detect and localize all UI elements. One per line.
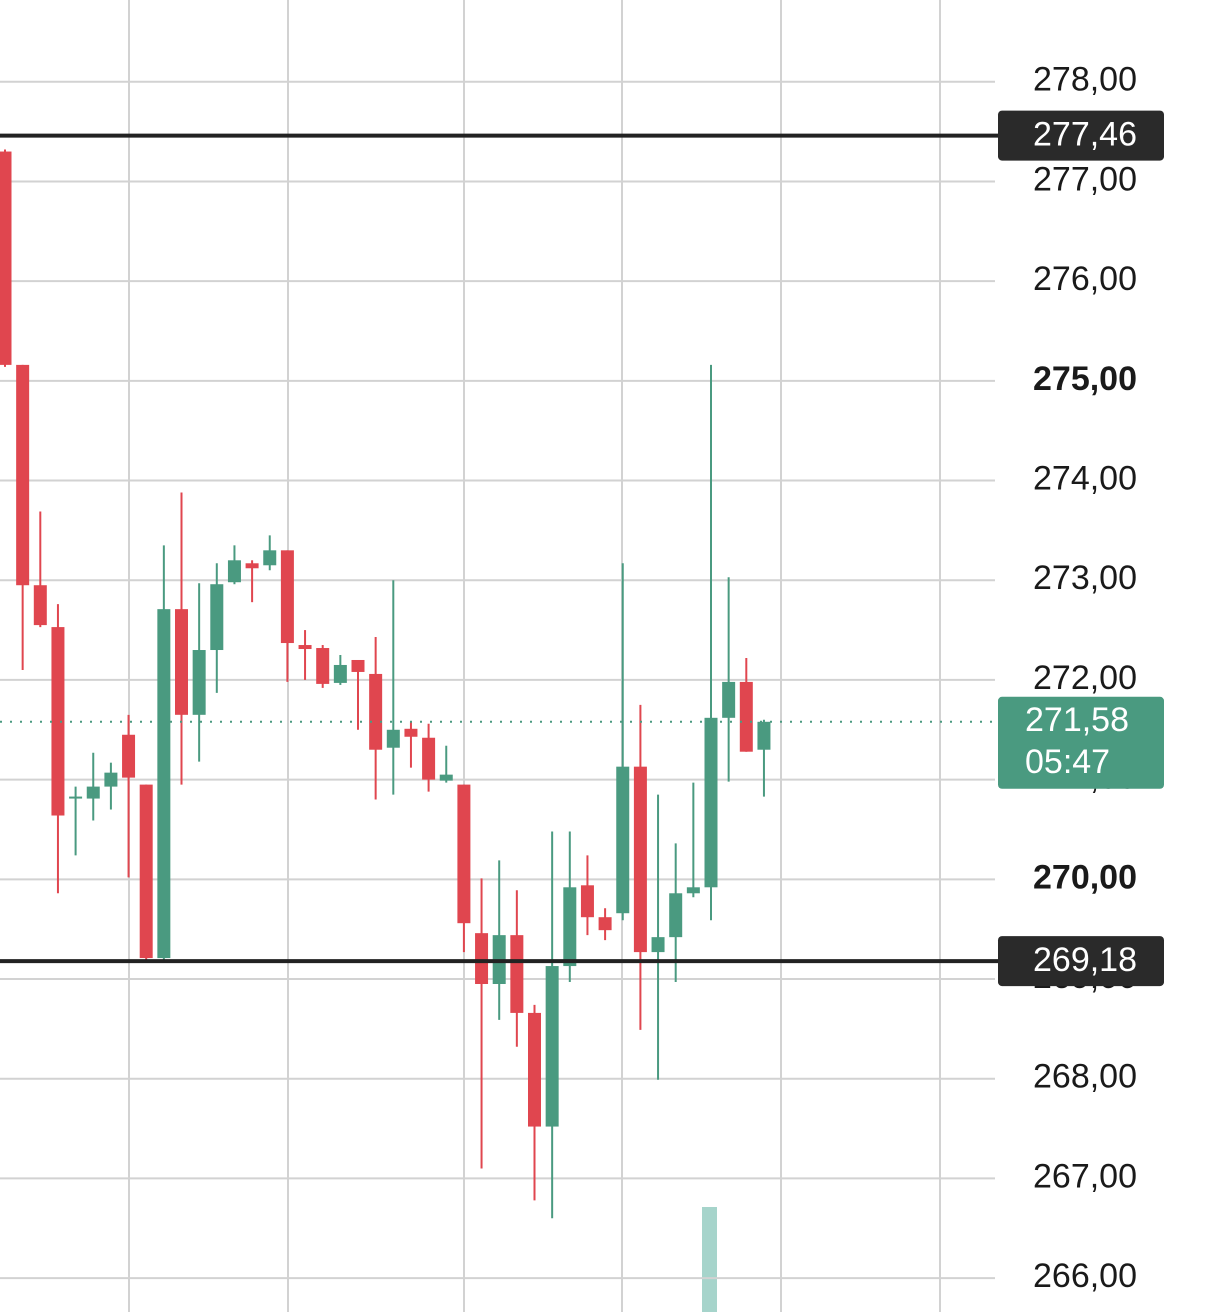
candle-body [757,721,771,750]
candle-body [69,796,83,799]
candle-body [369,673,383,750]
candle-body [122,734,136,778]
y-tick-label: 270,00 [1033,858,1137,896]
candle-body [545,966,559,1127]
y-tick-label: 277,00 [1033,160,1137,198]
candle-body [528,1012,541,1127]
candle-body [351,659,365,672]
candle-body [616,766,630,914]
candle-body [245,563,259,569]
candle-body [227,560,241,583]
y-tick-label: 268,00 [1033,1058,1137,1096]
candle-body [298,645,312,650]
candle-body [739,681,753,752]
candle-body [404,728,418,737]
candle-body [16,364,30,586]
candle-body [157,609,171,959]
candle-body [669,893,683,938]
level-label: 269,18 [1033,941,1137,979]
y-tick-label: 272,00 [1033,659,1137,697]
vertical-grid [128,0,941,1312]
candle-body [104,772,118,787]
candle-body [422,737,436,780]
current-price-label: 271,58 [1025,701,1129,739]
candle-body [0,151,12,365]
candle-body [280,550,294,644]
candle-body [475,933,489,984]
y-tick-label: 276,00 [1033,260,1137,298]
candle-body [651,937,665,953]
y-tick-label: 278,00 [1033,61,1137,99]
candle-body [563,887,577,967]
candle-body [192,650,206,715]
current-price-badge [998,696,1164,789]
y-tick-label: 274,00 [1033,460,1137,498]
level-label: 277,46 [1033,116,1137,154]
y-tick-label: 275,00 [1033,360,1137,398]
level-badge [998,110,1164,161]
candle-body [598,917,612,931]
candle-body [439,774,453,781]
countdown-timer: 05:47 [1025,743,1110,781]
level-badge [998,936,1164,987]
candle-body [580,885,594,918]
candle-body [210,584,224,651]
volume-bar [702,1207,717,1312]
y-tick-label: 266,00 [1033,1257,1137,1295]
candle-body [33,585,47,626]
candle-body [386,729,400,748]
candle-body [686,887,700,894]
y-tick-label: 273,00 [1033,559,1137,597]
candle-body [510,935,524,1013]
candle-body [86,786,100,799]
candle-body [263,550,277,566]
candle-body [722,681,736,718]
candle-body [316,648,330,684]
candle-body [704,717,718,888]
y-tick-label: 267,00 [1033,1157,1137,1195]
candle-body [333,664,347,683]
candle-body [51,627,65,816]
candle-body [633,766,647,953]
candle-body [457,784,471,924]
candle-body [139,784,153,959]
candle-body [175,609,188,715]
